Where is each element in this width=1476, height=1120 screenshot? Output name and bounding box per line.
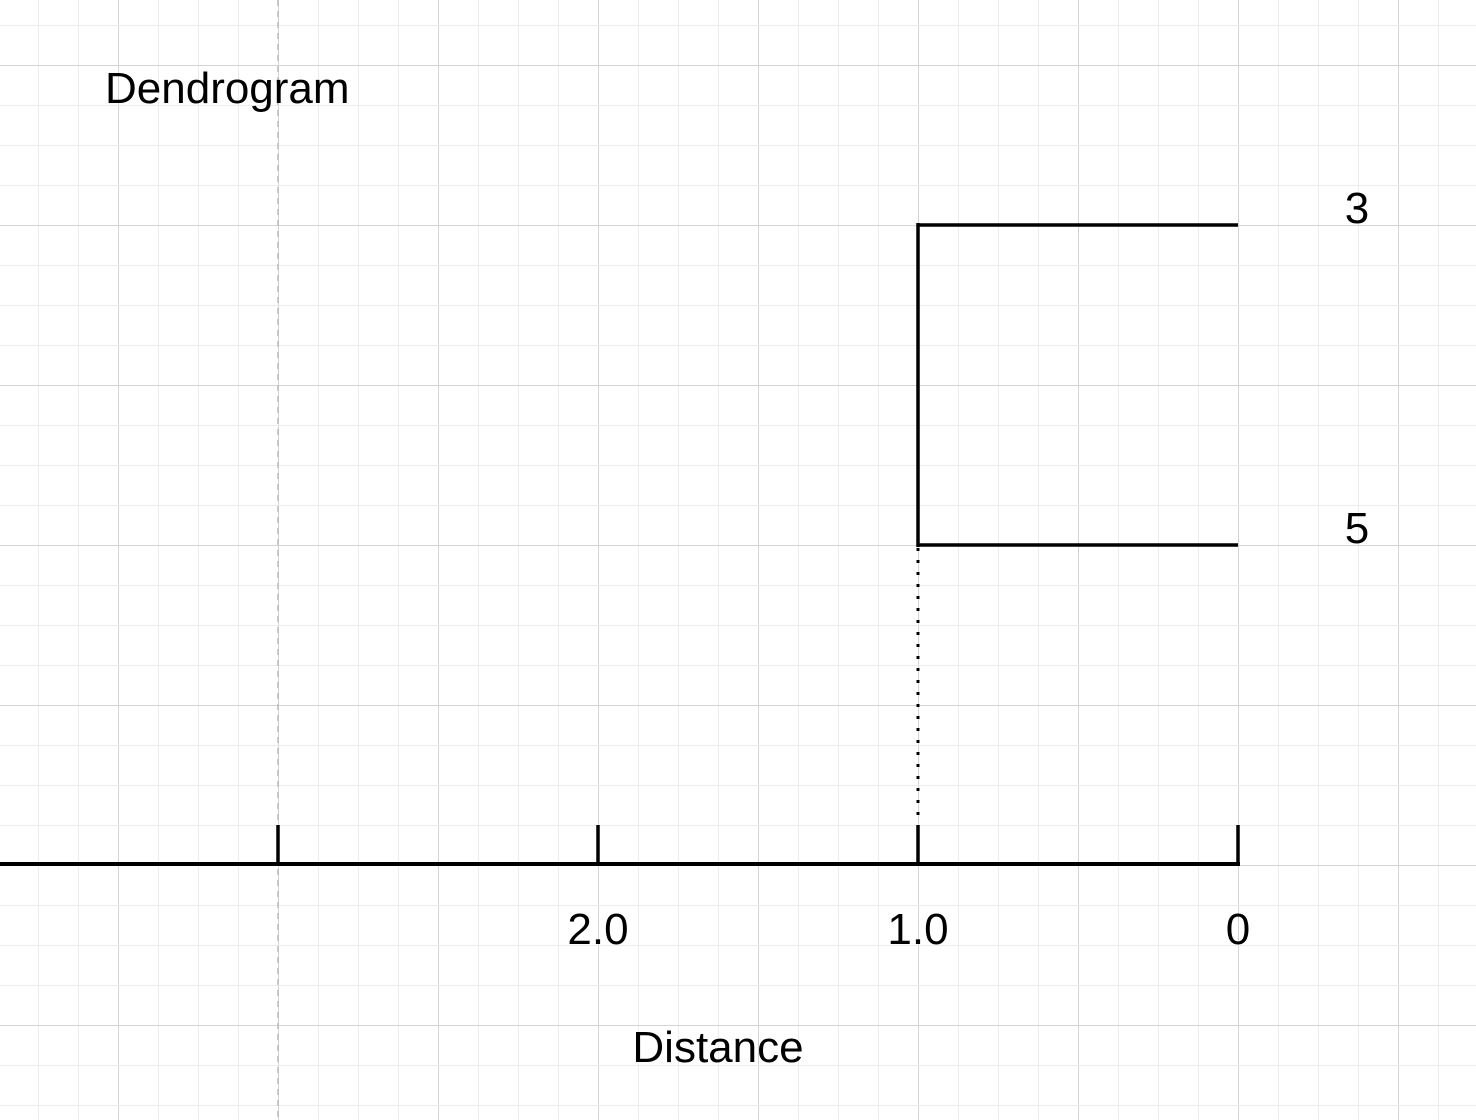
chart-title: Dendrogram <box>105 64 350 113</box>
leaf-label-3: 3 <box>1345 184 1369 233</box>
tick-label: 2.0 <box>567 905 628 954</box>
x-axis-label: Distance <box>632 1023 803 1072</box>
dendrogram-tree: 3 5 <box>916 184 1369 820</box>
tick-label: 0 <box>1226 905 1250 954</box>
tick-label: 1.0 <box>887 905 948 954</box>
distance-axis: 2.0 1.0 0 Distance <box>0 825 1250 1072</box>
leaf-label-5: 5 <box>1345 504 1369 553</box>
